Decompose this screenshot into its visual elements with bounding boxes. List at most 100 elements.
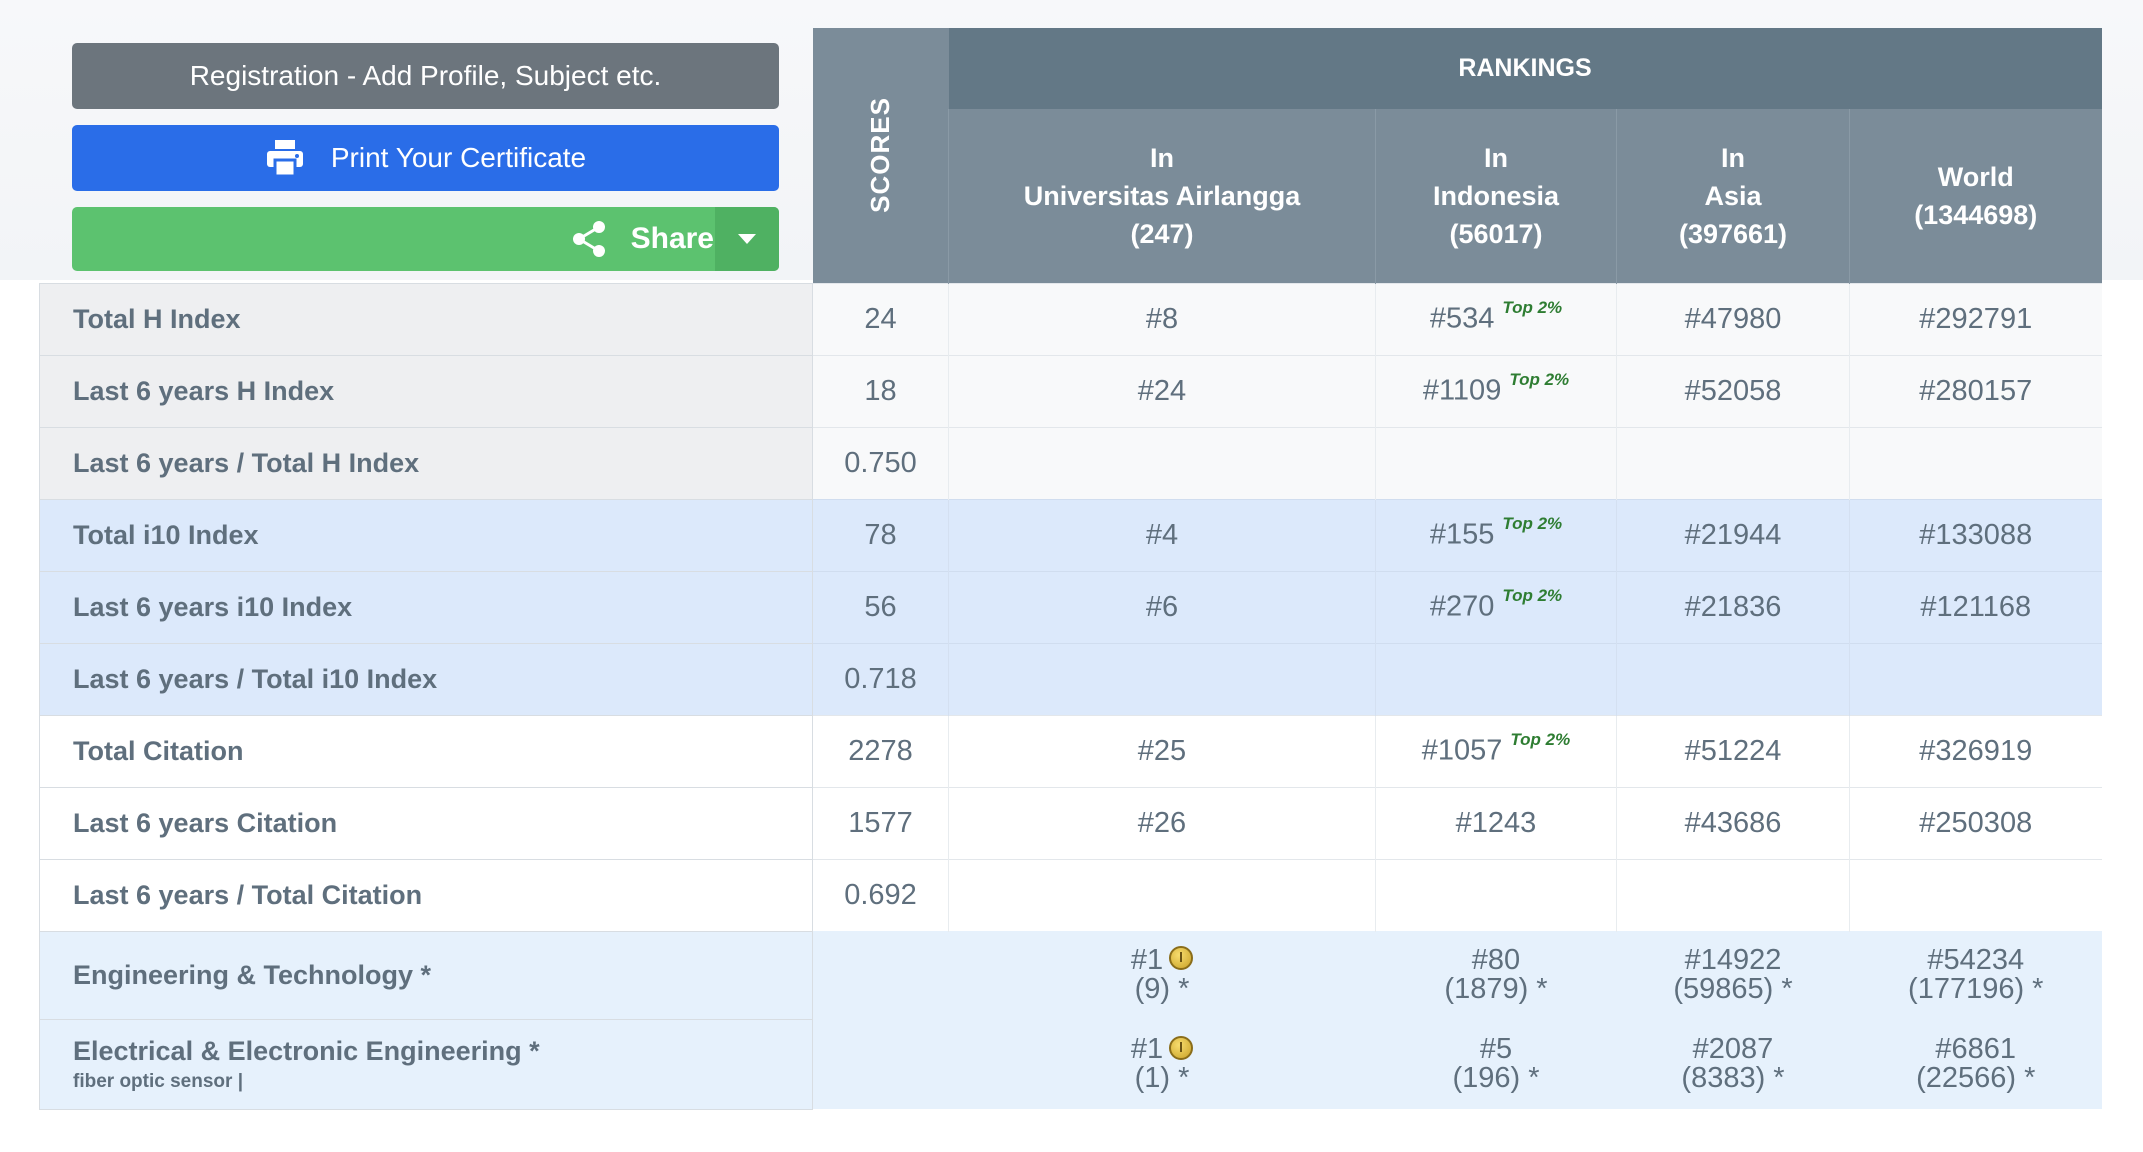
scores-header: SCORES	[812, 28, 949, 283]
top-badge: Top 2%	[1502, 586, 1563, 606]
rank-world: #292791	[1849, 282, 2102, 355]
rank-country	[1375, 426, 1617, 499]
rank-university: #6	[948, 570, 1376, 643]
print-certificate-button[interactable]: Print Your Certificate	[72, 125, 779, 191]
rank-region	[1616, 426, 1850, 499]
rank-country: #1243	[1375, 786, 1617, 859]
rank-world: #54234 (177196) *	[1849, 930, 2102, 1019]
print-certificate-label: Print Your Certificate	[330, 142, 587, 173]
row-label: Total Citation	[39, 714, 813, 788]
score-cell	[812, 930, 949, 1019]
printer-icon	[266, 140, 303, 176]
score-cell: 56	[812, 570, 949, 643]
rank-country: #155 Top 2%	[1375, 498, 1617, 571]
row-label: Last 6 years / Total i10 Index	[39, 642, 813, 716]
rank-region: #51224	[1616, 714, 1850, 787]
top-badge: Top 2%	[1502, 514, 1563, 534]
row-label: Last 6 years / Total Citation	[39, 858, 813, 932]
rank-region	[1616, 858, 1850, 931]
rank-university	[948, 426, 1376, 499]
medal-icon	[1169, 1035, 1194, 1060]
rank-region: #47980	[1616, 282, 1850, 355]
subject-row: Electrical & Electronic Engineering * fi…	[39, 1018, 2102, 1110]
rank-country	[1375, 642, 1617, 715]
score-cell	[812, 1018, 949, 1109]
rank-world: #326919	[1849, 714, 2102, 787]
rank-region: #14922 (59865) *	[1616, 930, 1850, 1019]
header-region: In Asia (397661)	[1616, 109, 1850, 283]
rankings-header: RANKINGS	[948, 28, 2102, 109]
subject-row: Engineering & Technology * #1 (9) * #80(…	[39, 930, 2102, 1020]
top-badge: Top 2%	[1510, 730, 1571, 750]
share-button[interactable]: Share	[72, 207, 779, 271]
rank-region: #2087 (8383) *	[1616, 1018, 1850, 1109]
score-cell: 78	[812, 498, 949, 571]
row-label: Last 6 years i10 Index	[39, 570, 813, 644]
caret-down-icon	[738, 234, 756, 244]
share-icon	[572, 221, 605, 257]
subject-keywords: fiber optic sensor |	[73, 1070, 244, 1092]
rank-country	[1375, 858, 1617, 931]
rank-country: #5 (196) *	[1375, 1018, 1617, 1109]
header-country: In Indonesia (56017)	[1375, 109, 1617, 283]
rank-region: #21944	[1616, 498, 1850, 571]
share-dropdown-toggle[interactable]	[715, 207, 779, 271]
header-world: World (1344698)	[1849, 109, 2102, 283]
table-row: Total Citation 2278 #25 #1057 Top 2% #512…	[39, 714, 2102, 788]
subject-label: Engineering & Technology *	[39, 930, 813, 1020]
rank-region	[1616, 642, 1850, 715]
score-cell: 1577	[812, 786, 949, 859]
rank-region: #21836	[1616, 570, 1850, 643]
rank-university: #1 (1) *	[948, 1018, 1376, 1109]
table-row: Last 6 years i10 Index 56 #6 #270 Top 2% …	[39, 570, 2102, 644]
row-label: Last 6 years H Index	[39, 354, 813, 428]
medal-icon	[1169, 946, 1194, 971]
rank-world: #280157	[1849, 354, 2102, 427]
table-row: Last 6 years H Index 18 #24 #1109 Top 2% …	[39, 354, 2102, 428]
table-row: Last 6 years / Total i10 Index 0.718	[39, 642, 2102, 716]
score-cell: 24	[812, 282, 949, 355]
rank-university	[948, 858, 1376, 931]
rank-world	[1849, 426, 2102, 499]
row-label: Last 6 years Citation	[39, 786, 813, 860]
rank-university: #1 (9) *	[948, 930, 1376, 1019]
rankings-table: SCORES RANKINGS In Universitas Airlangga…	[39, 28, 2102, 1110]
rank-world	[1849, 858, 2102, 931]
registration-button[interactable]: Registration - Add Profile, Subject etc.	[72, 43, 779, 109]
rank-country: #1057 Top 2%	[1375, 714, 1617, 787]
share-label: Share	[630, 222, 714, 255]
rank-world: #6861 (22566) *	[1849, 1018, 2102, 1109]
rank-country: #1109 Top 2%	[1375, 354, 1617, 427]
score-cell: 0.718	[812, 642, 949, 715]
rank-world: #121168	[1849, 570, 2102, 643]
row-label: Last 6 years / Total H Index	[39, 426, 813, 500]
score-cell: 0.750	[812, 426, 949, 499]
score-cell: 2278	[812, 714, 949, 787]
rank-country: #534 Top 2%	[1375, 282, 1617, 355]
table-row: Last 6 years / Total H Index 0.750	[39, 426, 2102, 500]
rank-university: #24	[948, 354, 1376, 427]
registration-button-label: Registration - Add Profile, Subject etc.	[189, 60, 662, 91]
rank-region: #43686	[1616, 786, 1850, 859]
rank-university	[948, 642, 1376, 715]
score-cell: 18	[812, 354, 949, 427]
rank-university: #26	[948, 786, 1376, 859]
top-badge: Top 2%	[1502, 298, 1563, 318]
rank-world: #133088	[1849, 498, 2102, 571]
rank-world: #250308	[1849, 786, 2102, 859]
score-cell: 0.692	[812, 858, 949, 931]
table-row: Last 6 years Citation 1577 #26 #1243 #43…	[39, 786, 2102, 860]
rank-country: #270 Top 2%	[1375, 570, 1617, 643]
rank-university: #4	[948, 498, 1376, 571]
table-row: Last 6 years / Total Citation 0.692	[39, 858, 2102, 932]
rank-university: #25	[948, 714, 1376, 787]
table-row: Total i10 Index 78 #4 #155 Top 2% #21944 …	[39, 498, 2102, 572]
rank-university: #8	[948, 282, 1376, 355]
top-badge: Top 2%	[1509, 370, 1570, 390]
rank-region: #52058	[1616, 354, 1850, 427]
subject-label: Electrical & Electronic Engineering * fi…	[39, 1018, 813, 1110]
table-row: Total H Index 24 #8 #534 Top 2% #47980 #2…	[39, 282, 2102, 356]
rank-world	[1849, 642, 2102, 715]
row-label: Total i10 Index	[39, 498, 813, 572]
header-university: In Universitas Airlangga (247)	[948, 109, 1376, 283]
